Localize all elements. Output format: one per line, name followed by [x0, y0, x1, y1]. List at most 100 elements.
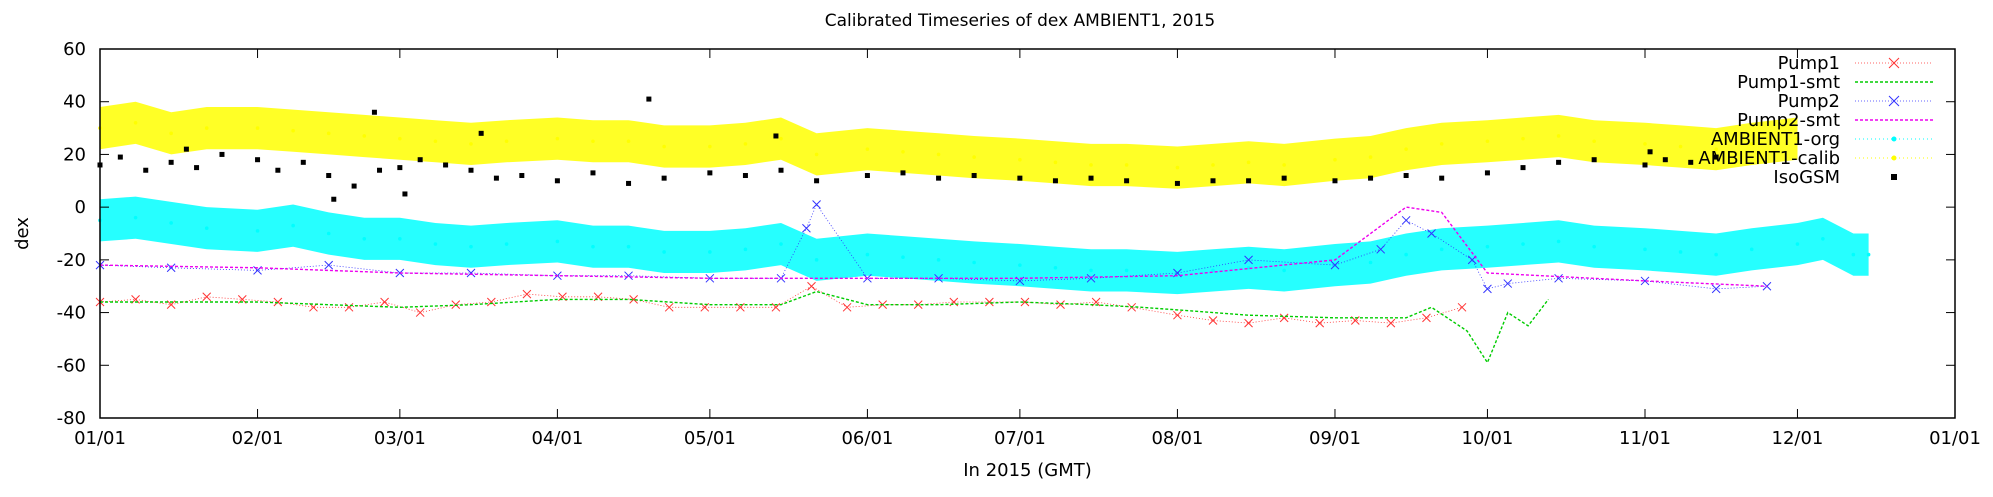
data-point — [133, 121, 138, 125]
data-point — [168, 159, 174, 165]
data-point — [1714, 147, 1718, 151]
data-point — [1821, 236, 1825, 241]
data-point — [1089, 268, 1093, 273]
data-point — [1052, 178, 1058, 184]
data-point — [1643, 247, 1647, 252]
data-point — [972, 260, 976, 265]
data-point — [275, 167, 281, 173]
data-point-marker — [324, 260, 334, 270]
data-point — [1643, 142, 1647, 146]
data-point-marker — [273, 297, 283, 307]
data-point — [1521, 136, 1525, 141]
data-point — [555, 239, 560, 244]
data-point — [1089, 163, 1093, 167]
data-point — [1484, 170, 1490, 176]
data-point-marker — [1056, 300, 1065, 310]
data-point — [204, 226, 209, 231]
y-tick-label: 20 — [63, 144, 86, 165]
series-line — [99, 206, 1768, 287]
data-point — [255, 126, 260, 130]
data-point — [362, 236, 367, 241]
data-point-marker — [1427, 229, 1436, 238]
y-axis-label: dex — [12, 217, 33, 250]
x-axis: 01/01 02/01 03/01 04/01 05/01 06/01 07/01 08/01… — [74, 49, 1981, 449]
data-point-marker — [1483, 284, 1492, 294]
data-point — [1851, 252, 1856, 257]
data-point-marker — [380, 297, 389, 307]
data-point — [493, 175, 499, 181]
data-point — [300, 159, 306, 165]
data-point — [901, 255, 905, 260]
data-point — [1088, 175, 1094, 181]
x-tick-label: 01/01 — [1929, 428, 1981, 449]
data-point — [1592, 244, 1596, 249]
data-point — [1556, 134, 1561, 138]
chart-title: Calibrated Timeseries of dex AMBIENT1, 2… — [825, 11, 1216, 31]
x-tick-label: 03/01 — [374, 428, 426, 449]
data-point — [326, 131, 331, 136]
data-point — [398, 236, 402, 241]
data-point — [742, 173, 748, 179]
data-point — [1713, 154, 1719, 160]
data-point-marker — [202, 292, 212, 302]
plot-area — [95, 96, 1871, 365]
data-point-marker — [842, 302, 852, 312]
data-point-marker — [522, 289, 532, 299]
data-point — [1368, 260, 1373, 265]
data-point — [468, 167, 474, 173]
data-point — [662, 250, 666, 254]
data-point — [469, 142, 473, 146]
data-point — [662, 144, 666, 149]
data-point — [1403, 173, 1409, 179]
data-point-marker — [1244, 318, 1253, 328]
data-point-marker — [1086, 273, 1096, 283]
y-tick-label: 60 — [63, 39, 86, 60]
data-point — [1749, 247, 1754, 252]
data-point — [1124, 178, 1130, 184]
legend-swatch — [1891, 155, 1897, 161]
data-point — [469, 244, 473, 249]
data-point — [554, 178, 560, 184]
data-point-marker — [1173, 310, 1182, 320]
data-point — [1404, 252, 1408, 257]
data-point-marker — [1401, 215, 1411, 225]
x-axis-label: In 2015 (GMT) — [963, 460, 1092, 481]
data-point — [331, 196, 337, 202]
data-point-marker — [466, 268, 476, 278]
legend-label: Pump2-smt — [1737, 110, 1840, 131]
data-point-marker — [415, 308, 425, 317]
legend-label: Pump2 — [1778, 91, 1840, 112]
data-point-marker — [802, 223, 811, 233]
data-point — [504, 242, 509, 246]
data-point — [1439, 175, 1445, 181]
data-point-marker — [624, 271, 633, 281]
data-point — [936, 175, 942, 181]
data-point — [661, 175, 667, 181]
data-point — [362, 134, 367, 138]
data-point — [351, 183, 357, 189]
data-point — [1439, 247, 1444, 252]
data-point — [255, 157, 261, 163]
data-point — [707, 170, 713, 176]
data-point — [433, 242, 438, 246]
data-point — [1592, 139, 1596, 144]
data-point — [1175, 165, 1180, 170]
legend-swatch — [1891, 136, 1897, 142]
data-point — [1333, 157, 1337, 162]
data-point — [1866, 252, 1871, 257]
legend-label: AMBIENT1-calib — [1698, 148, 1840, 169]
data-point — [1485, 244, 1490, 249]
x-tick-label: 05/01 — [684, 428, 736, 449]
data-point — [779, 136, 783, 141]
data-point — [504, 139, 509, 144]
data-point — [1124, 268, 1129, 273]
data-point-marker — [629, 295, 638, 304]
data-point — [1053, 160, 1058, 165]
data-point — [1368, 175, 1374, 181]
data-point — [1647, 149, 1653, 155]
data-point — [936, 258, 941, 262]
data-point — [591, 139, 595, 144]
y-tick-label: -60 — [57, 355, 86, 376]
data-point — [1053, 265, 1058, 270]
data-point-marker — [985, 297, 994, 307]
